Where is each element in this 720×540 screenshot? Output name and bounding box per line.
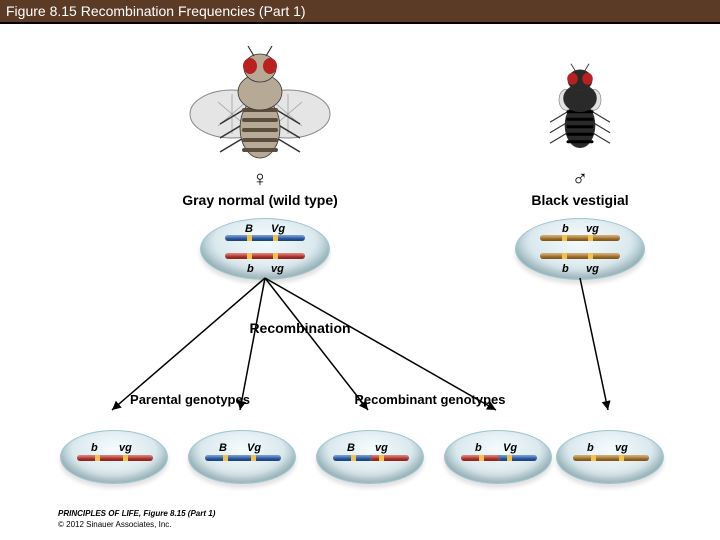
title-bar: Figure 8.15 Recombination Frequencies (P… [0, 0, 720, 24]
allele-label: B [245, 223, 253, 235]
gamete-dish-3: b Vg [444, 430, 552, 484]
allele-label: vg [375, 442, 388, 454]
allele-label: B [347, 442, 355, 454]
male-parent-dish: b vg b vg [515, 218, 645, 280]
allele-label: vg [615, 442, 628, 454]
allele-label: b [247, 263, 254, 275]
allele-label: Vg [247, 442, 261, 454]
gamete-dish-1: B Vg [188, 430, 296, 484]
recombination-label: Recombination [220, 320, 380, 336]
female-phenotype-label: Gray normal (wild type) [140, 192, 380, 208]
recombinant-genotypes-label: Recombinant genotypes [320, 392, 540, 407]
fly-male-illustration [520, 50, 640, 160]
credit-line-2: © 2012 Sinauer Associates, Inc. [58, 520, 215, 530]
allele-label: b [91, 442, 98, 454]
fly-female-illustration [180, 36, 340, 166]
allele-label: B [219, 442, 227, 454]
allele-label: vg [119, 442, 132, 454]
allele-label: b [562, 223, 569, 235]
gamete-dish-0: b vg [60, 430, 168, 484]
female-parent-dish: B Vg b vg [200, 218, 330, 280]
allele-label: b [475, 442, 482, 454]
figure-title: Figure 8.15 Recombination Frequencies (P… [6, 3, 306, 19]
allele-label: Vg [271, 223, 285, 235]
parental-genotypes-label: Parental genotypes [80, 392, 300, 407]
male-phenotype-label: Black vestigial [500, 192, 660, 208]
allele-label: vg [271, 263, 284, 275]
credit-line-1: PRINCIPLES OF LIFE, Figure 8.15 (Part 1) [58, 509, 215, 519]
allele-label: vg [586, 263, 599, 275]
allele-label: Vg [503, 442, 517, 454]
allele-label: b [562, 263, 569, 275]
gamete-dish-2: Bvg [316, 430, 424, 484]
gamete-dish-4: b vg [556, 430, 664, 484]
allele-label: b [587, 442, 594, 454]
female-symbol: ♀ [250, 166, 270, 192]
male-symbol: ♂ [570, 166, 590, 192]
allele-label: vg [586, 223, 599, 235]
figure-credit: PRINCIPLES OF LIFE, Figure 8.15 (Part 1)… [58, 509, 215, 530]
